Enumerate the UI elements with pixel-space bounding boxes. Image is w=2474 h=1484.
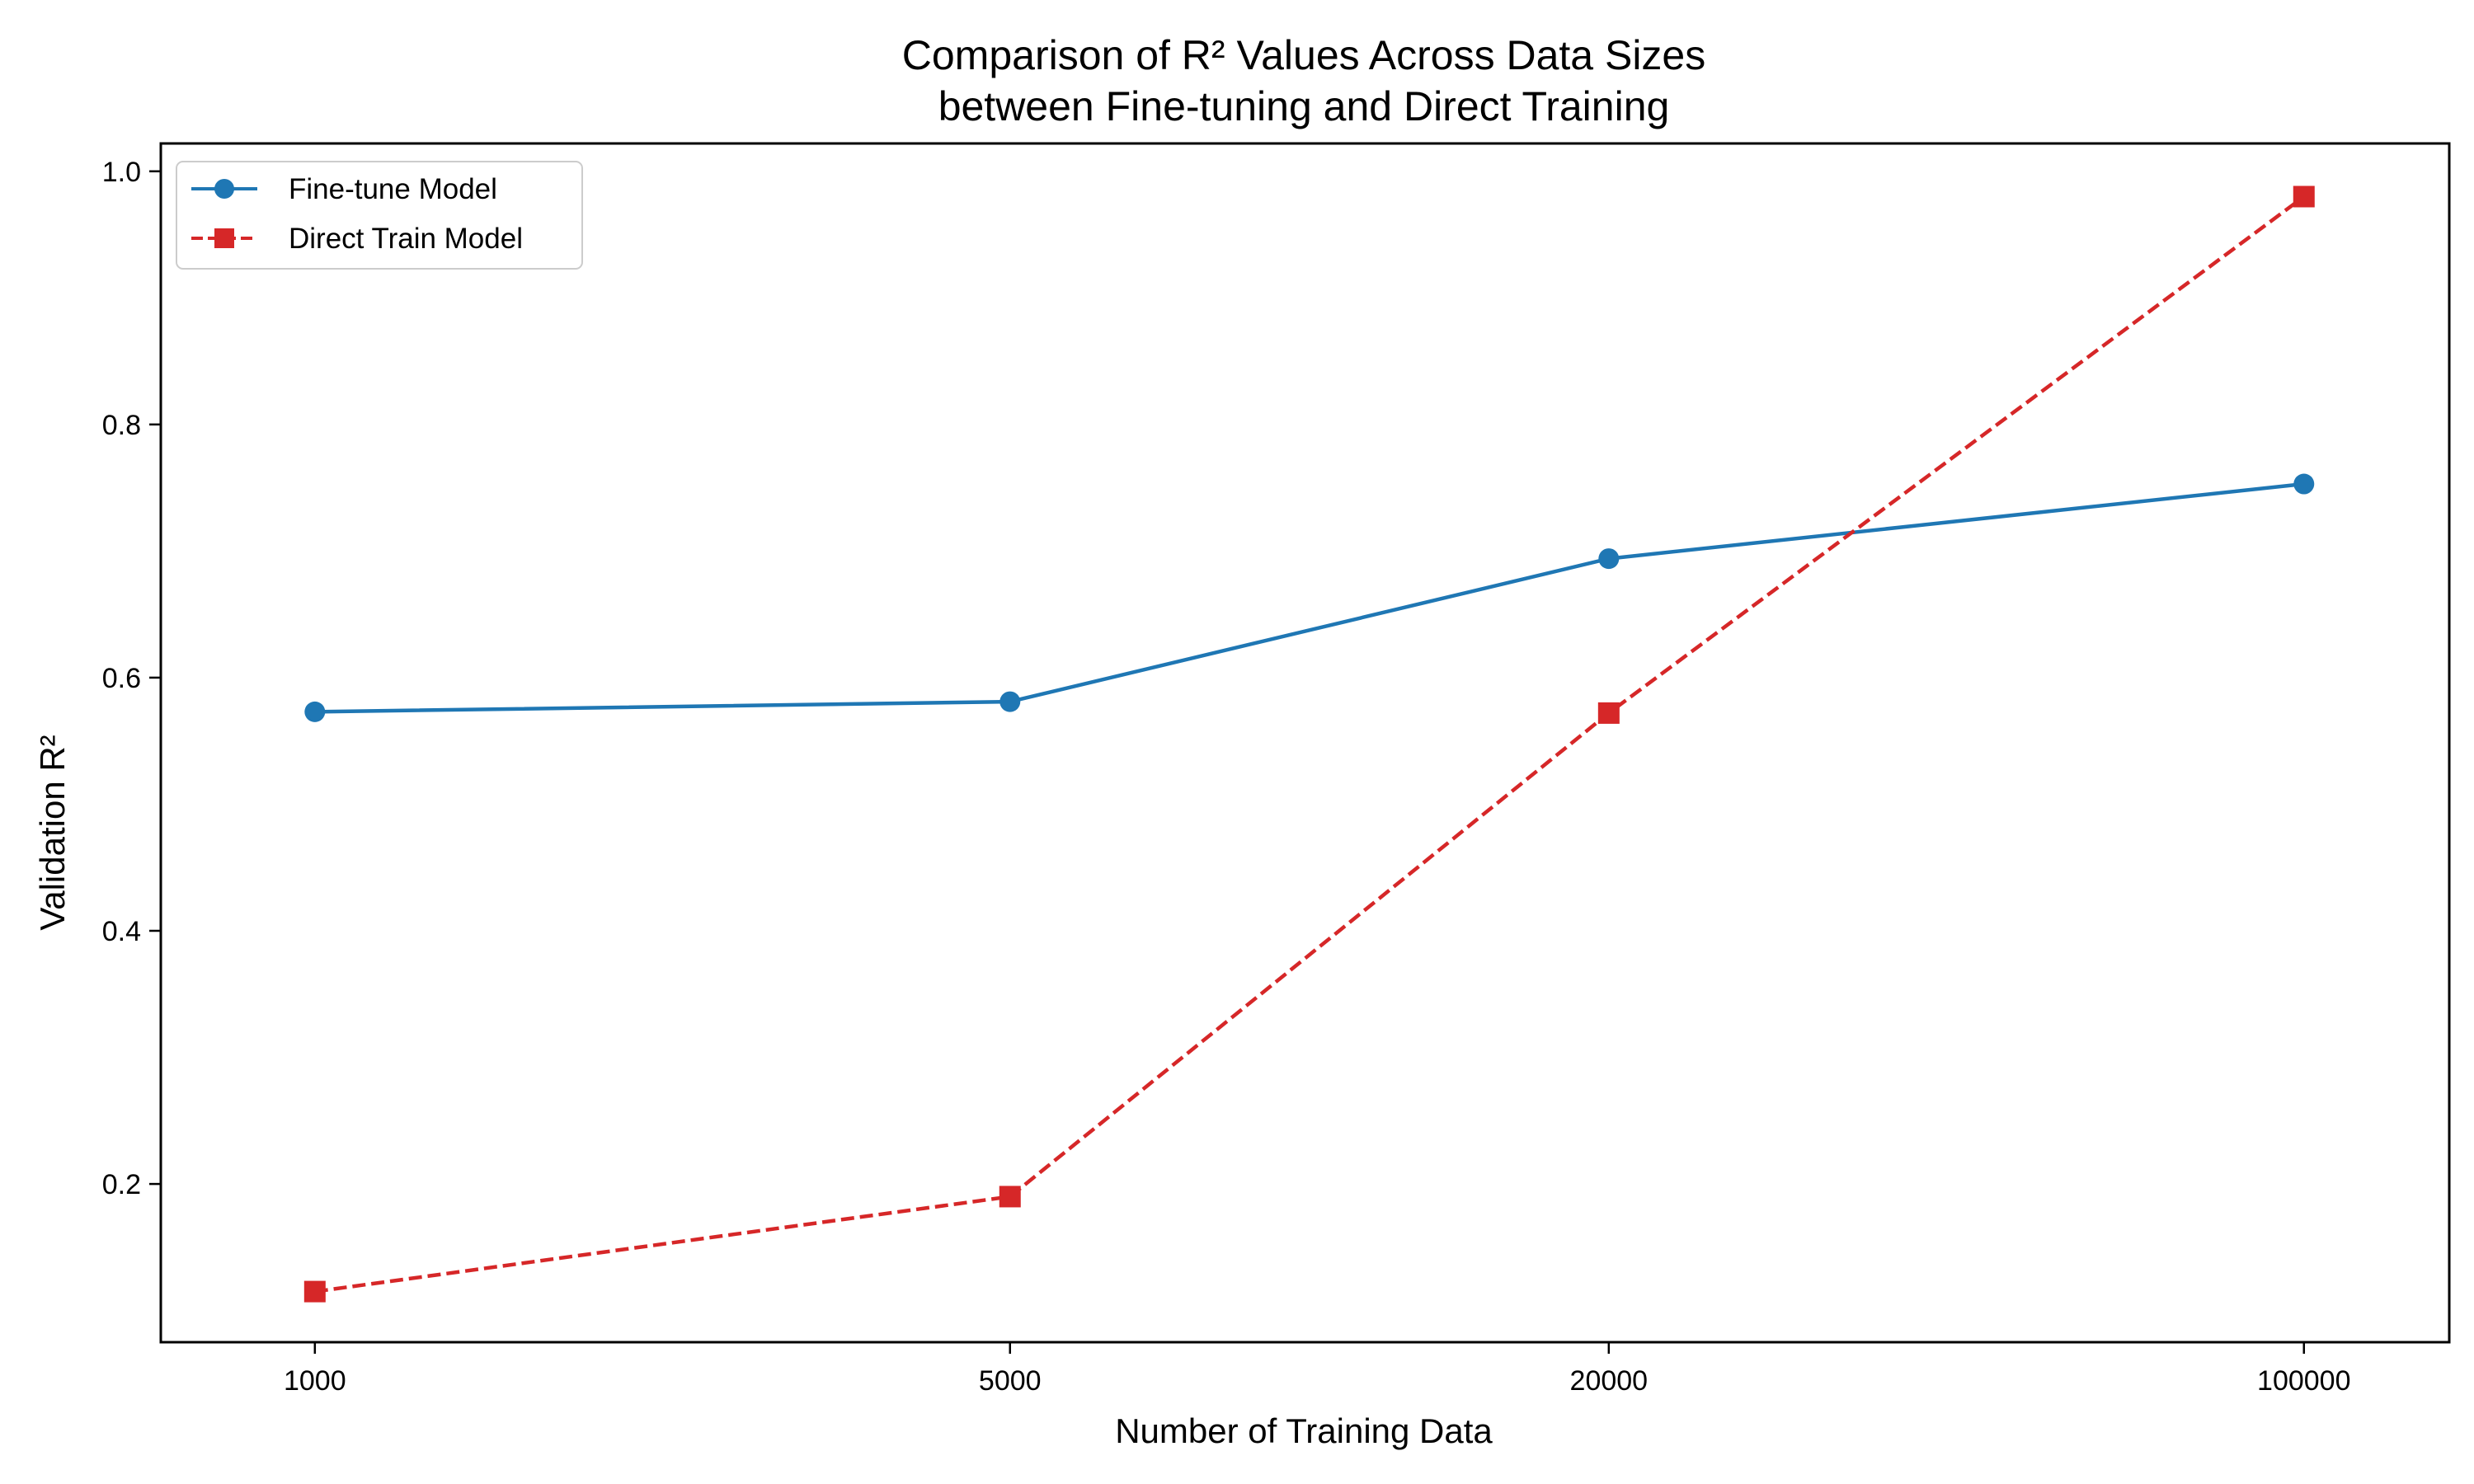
legend-label-direct-train: Direct Train Model: [289, 223, 523, 255]
series-line-fine-tune-model: [314, 481, 2305, 714]
data-point-fine-tune-model: [304, 701, 326, 722]
legend-marker-fine-tune: [214, 179, 234, 199]
x-tick-label: 100000: [2257, 1365, 2350, 1397]
x-tick-label: 20000: [1570, 1365, 1649, 1397]
legend-label-fine-tune: Fine-tune Model: [289, 173, 497, 205]
chart-subtitle: between Fine-tuning and Direct Training: [938, 83, 1670, 129]
y-tick-label: 0.2: [102, 1169, 141, 1200]
data-point-fine-tune-model: [1598, 548, 1620, 570]
axes-frame: [159, 142, 2451, 1344]
data-point-direct-train-model: [303, 1280, 326, 1303]
chart-title: Comparison of R² Values Across Data Size…: [902, 32, 1705, 78]
y-tick-label: 0.4: [102, 916, 141, 947]
data-point-direct-train-model: [2293, 186, 2315, 208]
y-axis-label: Validation R²: [33, 735, 72, 930]
legend: Fine-tune Model Direct Train Model: [176, 161, 583, 270]
x-tick-label: 5000: [979, 1365, 1042, 1397]
x-axis-label: Number of Training Data: [1115, 1411, 1493, 1450]
y-tick-label: 1.0: [102, 157, 141, 188]
series-line-direct-train-model: [314, 195, 2306, 1294]
legend-box: [176, 161, 583, 270]
plot-area: 1000 5000 20000 100000 0.2 0.4 0.6 0.8 1.0: [102, 142, 2451, 1397]
data-point-fine-tune-model: [2293, 473, 2315, 495]
data-point-direct-train-model: [1597, 702, 1620, 724]
y-tick-label: 0.8: [102, 410, 141, 441]
y-tick-label: 0.6: [102, 663, 141, 694]
data-point-fine-tune-model: [999, 691, 1021, 712]
data-point-direct-train-model: [999, 1186, 1021, 1208]
legend-marker-direct-train: [214, 228, 234, 248]
x-tick-label: 1000: [284, 1365, 346, 1397]
